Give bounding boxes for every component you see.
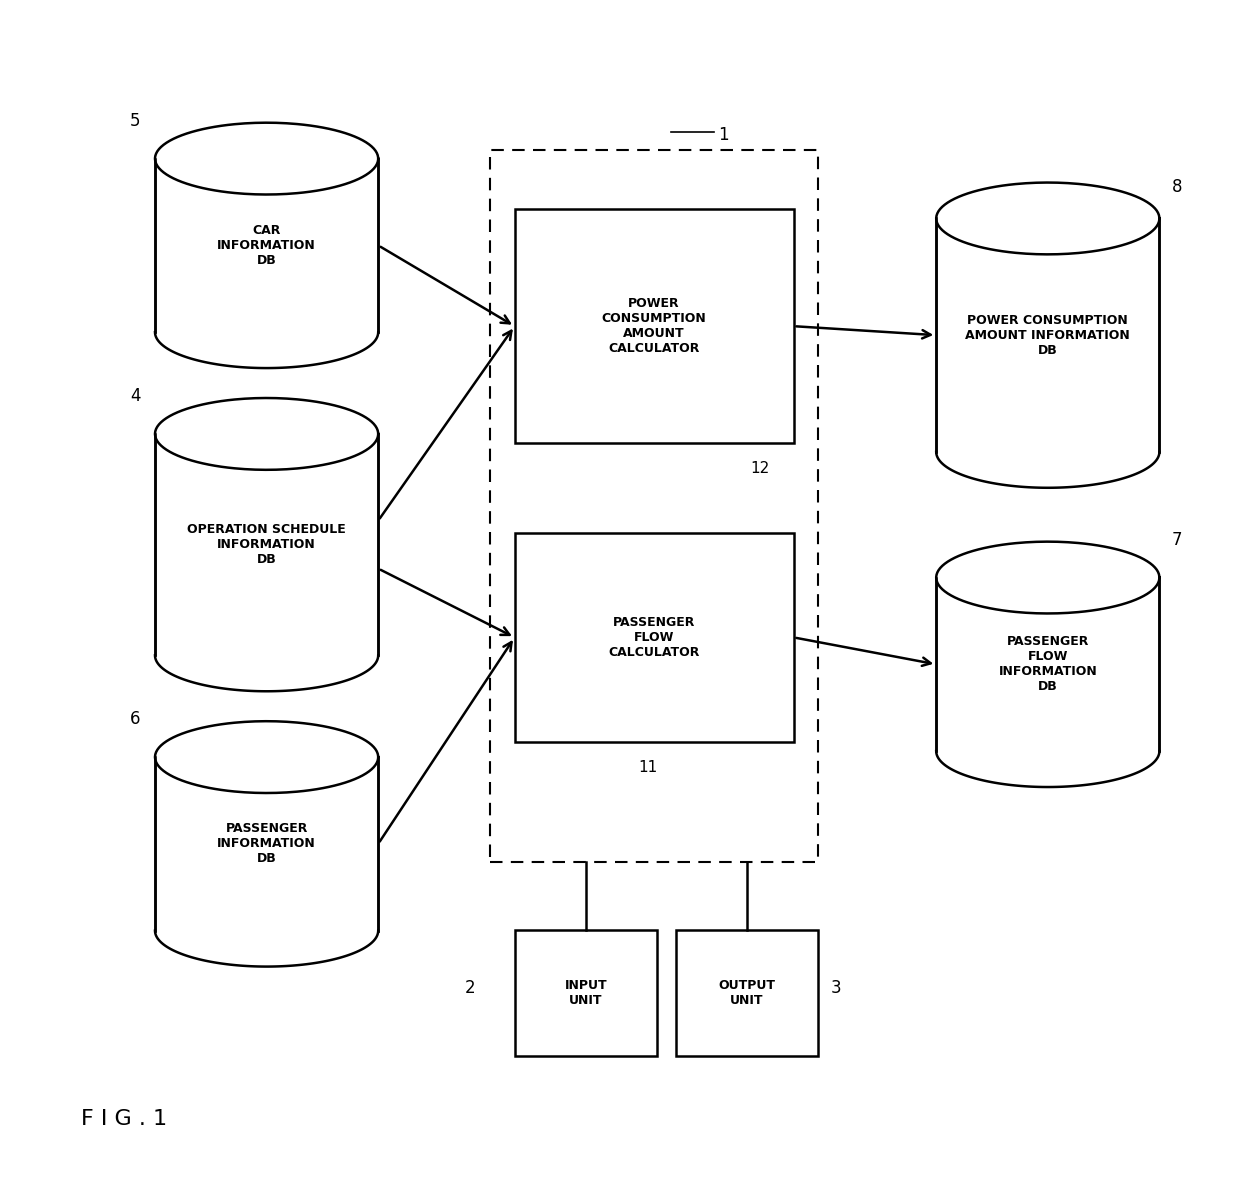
- Text: 12: 12: [750, 461, 770, 476]
- Text: 2: 2: [465, 979, 476, 997]
- Text: PASSENGER
INFORMATION
DB: PASSENGER INFORMATION DB: [217, 822, 316, 865]
- Text: 7: 7: [1172, 530, 1182, 548]
- Text: OUTPUT
UNIT: OUTPUT UNIT: [719, 979, 775, 1007]
- Polygon shape: [936, 218, 1159, 452]
- Polygon shape: [155, 159, 378, 333]
- Bar: [515, 930, 657, 1056]
- Text: 3: 3: [831, 979, 842, 997]
- Polygon shape: [155, 722, 378, 792]
- Text: 5: 5: [130, 111, 140, 129]
- Text: INPUT
UNIT: INPUT UNIT: [564, 979, 608, 1007]
- Polygon shape: [936, 542, 1159, 613]
- Bar: [515, 533, 794, 742]
- Text: OPERATION SCHEDULE
INFORMATION
DB: OPERATION SCHEDULE INFORMATION DB: [187, 523, 346, 566]
- Text: PASSENGER
FLOW
INFORMATION
DB: PASSENGER FLOW INFORMATION DB: [998, 636, 1097, 693]
- Text: POWER
CONSUMPTION
AMOUNT
CALCULATOR: POWER CONSUMPTION AMOUNT CALCULATOR: [601, 297, 707, 356]
- Text: CAR
INFORMATION
DB: CAR INFORMATION DB: [217, 224, 316, 267]
- Polygon shape: [155, 758, 378, 931]
- Polygon shape: [155, 123, 378, 194]
- Polygon shape: [155, 399, 378, 469]
- Text: 11: 11: [639, 760, 658, 776]
- Text: 8: 8: [1172, 177, 1182, 195]
- Bar: [490, 150, 818, 862]
- Polygon shape: [936, 183, 1159, 254]
- Bar: [515, 209, 794, 443]
- Polygon shape: [155, 433, 378, 656]
- Text: 1: 1: [718, 126, 728, 144]
- Text: PASSENGER
FLOW
CALCULATOR: PASSENGER FLOW CALCULATOR: [609, 616, 699, 658]
- Text: F I G . 1: F I G . 1: [81, 1110, 166, 1129]
- Text: 4: 4: [130, 387, 140, 405]
- Text: POWER CONSUMPTION
AMOUNT INFORMATION
DB: POWER CONSUMPTION AMOUNT INFORMATION DB: [966, 314, 1130, 357]
- Bar: [676, 930, 818, 1056]
- Text: 6: 6: [130, 710, 140, 728]
- Polygon shape: [936, 578, 1159, 752]
